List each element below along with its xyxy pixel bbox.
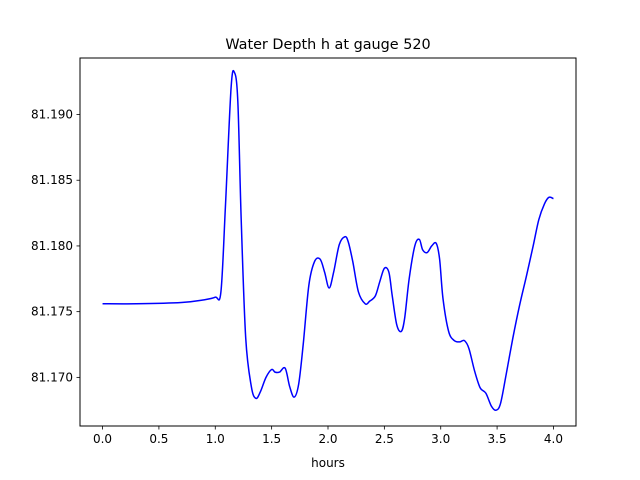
- x-axis-label: hours: [311, 456, 345, 470]
- x-tick-label: 3.5: [488, 432, 507, 446]
- x-tick-label: 1.0: [206, 432, 225, 446]
- x-tick-label: 0.0: [93, 432, 112, 446]
- x-tick-label: 2.0: [318, 432, 337, 446]
- x-tick-label: 3.0: [431, 432, 450, 446]
- x-tick-label: 4.0: [544, 432, 563, 446]
- y-tick-label: 81.175: [31, 305, 73, 319]
- x-tick-label: 0.5: [149, 432, 168, 446]
- y-tick-label: 81.180: [31, 239, 73, 253]
- series-layer: [102, 69, 554, 412]
- y-axis-ticks: 81.170 81.175 81.180 81.185 81.190: [31, 108, 80, 384]
- x-tick-label: 1.5: [262, 432, 281, 446]
- x-tick-label: 2.5: [375, 432, 394, 446]
- y-tick-label: 81.185: [31, 173, 73, 187]
- y-tick-label: 81.190: [31, 108, 73, 122]
- chart-title: Water Depth h at gauge 520: [225, 37, 430, 53]
- series-line-0: [102, 69, 554, 412]
- plot-area-frame: [79, 57, 577, 427]
- x-axis-ticks: 0.0 0.5 1.0 1.5 2.0 2.5 3.0 3.5 4.0: [93, 426, 563, 446]
- y-tick-label: 81.170: [31, 370, 73, 384]
